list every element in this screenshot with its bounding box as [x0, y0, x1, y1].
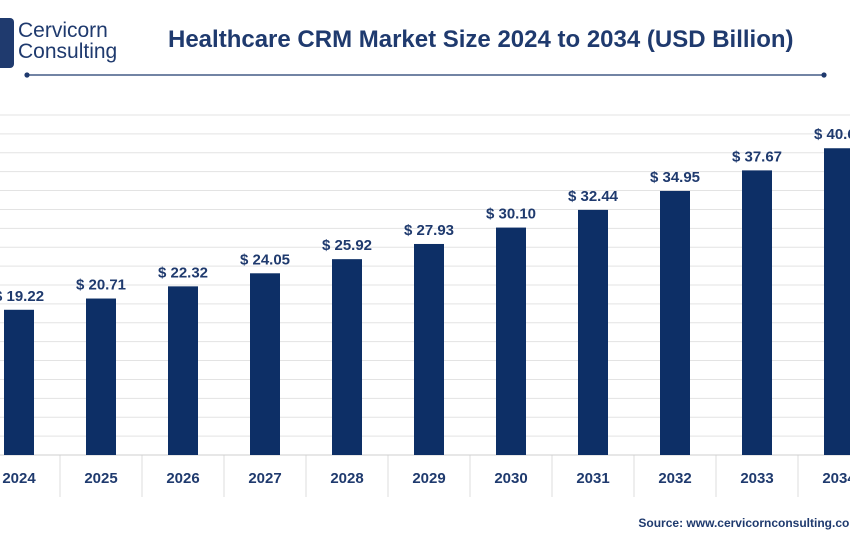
x-tick-label-2029: 2029	[412, 470, 445, 487]
bar-2028	[332, 259, 362, 455]
data-label-2028: $ 25.92	[322, 237, 372, 254]
bar-2034	[824, 148, 850, 455]
brand-logo: Cervicorn Consulting	[0, 14, 122, 74]
x-tick-label-2031: 2031	[576, 470, 609, 487]
x-tick-label-2033: 2033	[740, 470, 773, 487]
x-tick-label-2027: 2027	[248, 470, 281, 487]
bar-2030	[496, 227, 526, 455]
data-label-2033: $ 37.67	[732, 148, 782, 165]
x-tick-label-2026: 2026	[166, 470, 199, 487]
data-label-2030: $ 30.10	[486, 206, 536, 223]
logo-mark-icon	[0, 18, 14, 68]
x-tick-label-2034: 2034	[822, 470, 850, 487]
data-label-2034: $ 40.60	[814, 126, 850, 143]
bar-2027	[250, 273, 280, 455]
brand-name: Cervicorn Consulting	[18, 20, 117, 62]
data-label-2027: $ 24.05	[240, 251, 290, 268]
source-note: Source: www.cervicornconsulting.com	[638, 516, 850, 530]
brand-name-line2: Consulting	[18, 40, 118, 63]
x-tick-label-2032: 2032	[658, 470, 691, 487]
bar-2032	[660, 190, 690, 455]
x-tick-label-2028: 2028	[330, 470, 363, 487]
bar-2031	[578, 209, 608, 455]
bar-2033	[742, 170, 772, 456]
data-label-2025: $ 20.71	[76, 277, 126, 294]
bar-2024	[4, 309, 34, 455]
data-label-2029: $ 27.93	[404, 222, 454, 239]
data-label-2031: $ 32.44	[568, 188, 619, 205]
bar-2029	[414, 243, 444, 455]
title-divider	[24, 72, 827, 78]
data-label-2032: $ 34.95	[650, 169, 700, 186]
data-label-2026: $ 22.32	[158, 264, 208, 281]
bar-2025	[86, 298, 116, 455]
data-label-2024: $ 19.22	[0, 288, 44, 305]
chart-title: Healthcare CRM Market Size 2024 to 2034 …	[168, 26, 794, 53]
x-tick-label-2024: 2024	[2, 470, 36, 487]
x-tick-label-2025: 2025	[84, 470, 117, 487]
x-tick-label-2030: 2030	[494, 470, 527, 487]
brand-name-line1: Cervicorn	[18, 19, 108, 42]
bar-2026	[168, 286, 198, 455]
